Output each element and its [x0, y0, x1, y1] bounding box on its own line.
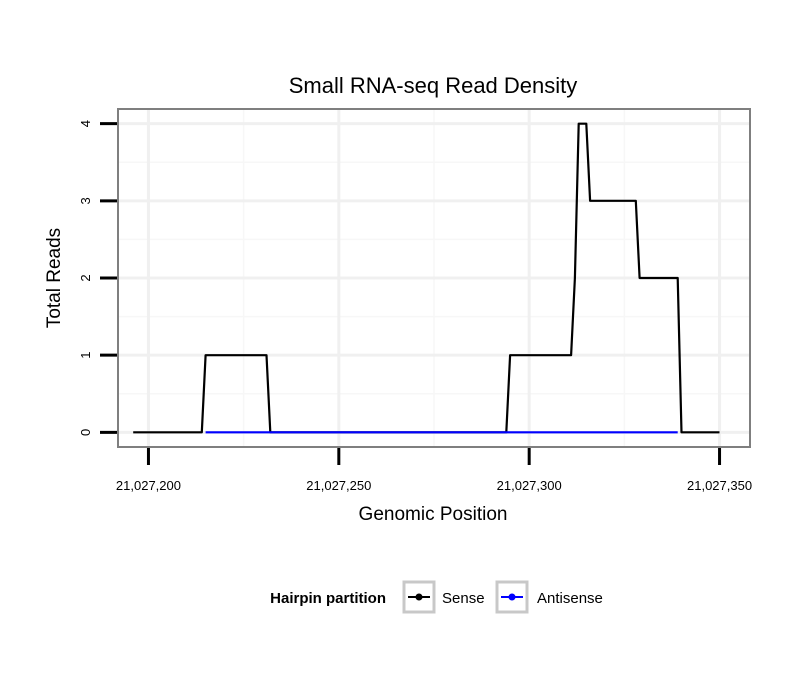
- y-axis-title: Total Reads: [44, 228, 65, 328]
- x-axis-title: Genomic Position: [359, 504, 508, 525]
- x-axis: 21,027,200 21,027,250 21,027,300 21,027,350: [116, 448, 752, 493]
- y-tick-label: 3: [78, 197, 93, 204]
- x-tick-label: 21,027,200: [116, 478, 181, 493]
- x-tick-label: 21,027,250: [306, 478, 371, 493]
- series-group: [133, 122, 720, 434]
- y-tick-label: 1: [78, 352, 93, 359]
- x-tick-label: 21,027,350: [687, 478, 752, 493]
- legend-title: Hairpin partition: [270, 590, 386, 607]
- series-line-sense: [133, 122, 720, 434]
- legend-key-antisense-point: [508, 593, 516, 601]
- y-tick-label: 2: [78, 274, 93, 281]
- legend-key-sense-point: [415, 593, 423, 601]
- legend: Hairpin partition Sense Antisense: [270, 580, 603, 614]
- x-tick-label: 21,027,300: [497, 478, 562, 493]
- y-tick-label: 4: [78, 120, 93, 127]
- legend-label-antisense: Antisense: [537, 590, 603, 607]
- y-axis: 0 1 2 3 4: [78, 120, 117, 436]
- legend-label-sense: Sense: [442, 590, 485, 607]
- chart-title: Small RNA-seq Read Density: [289, 73, 578, 98]
- y-tick-label: 0: [78, 429, 93, 436]
